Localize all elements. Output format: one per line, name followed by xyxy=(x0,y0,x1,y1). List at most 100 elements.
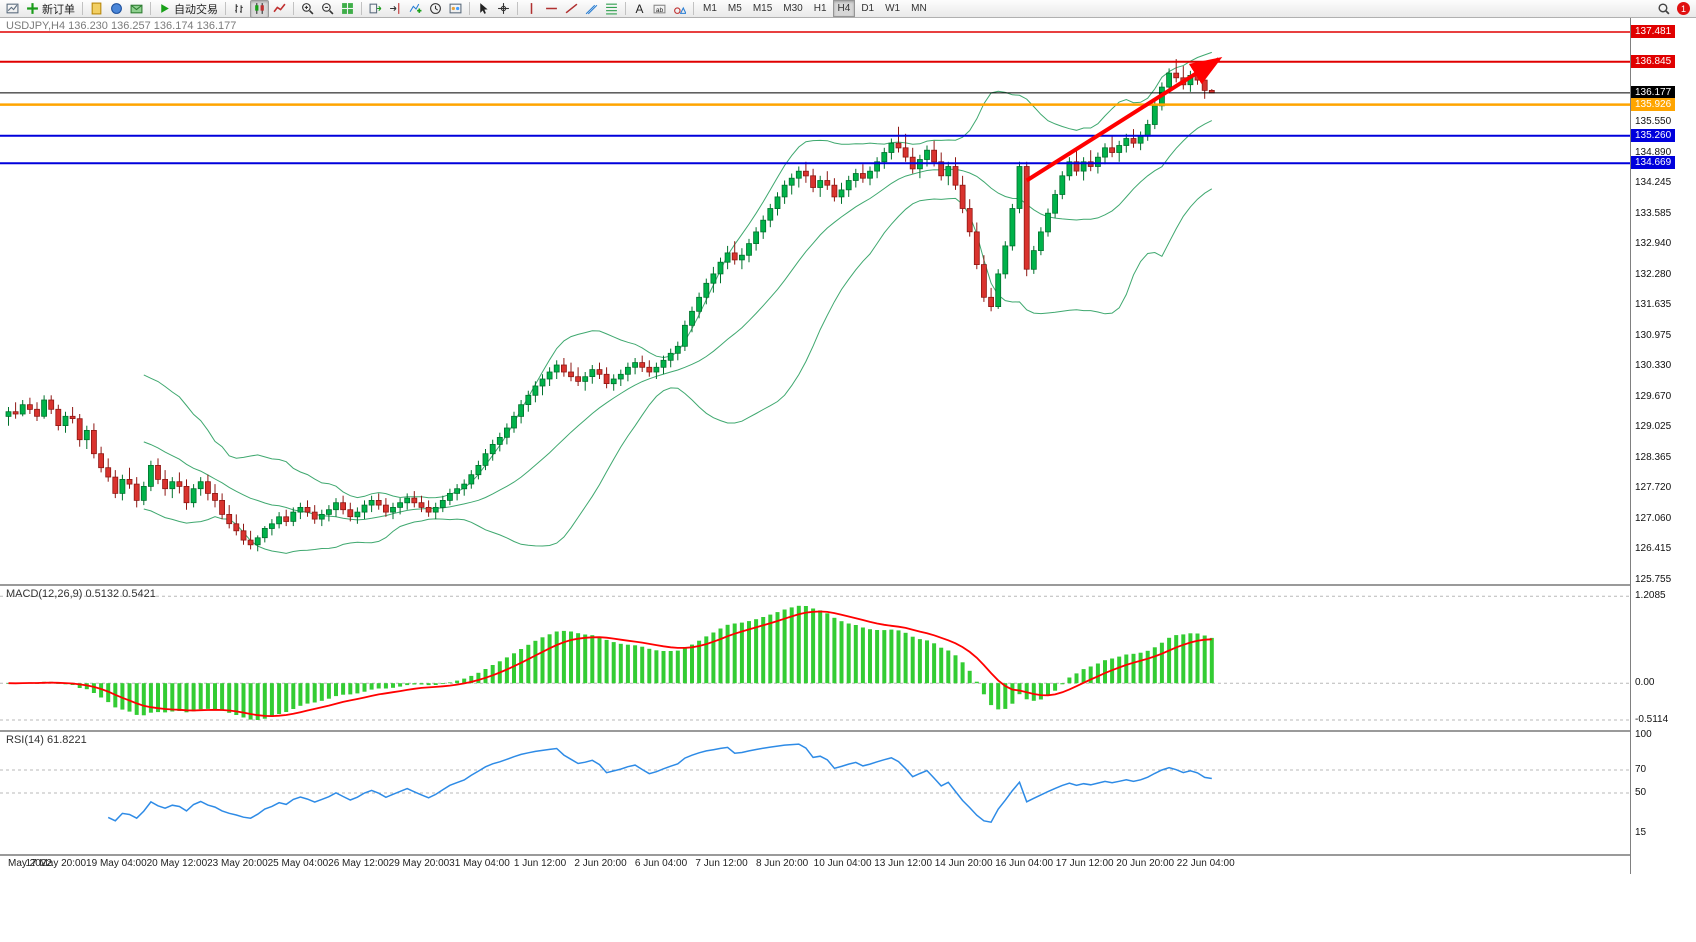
timeframe-h4-button[interactable]: H4 xyxy=(832,0,856,17)
time-axis-label: 14 Jun 20:00 xyxy=(934,858,993,869)
line-chart-button[interactable] xyxy=(270,0,289,18)
time-axis-label: 6 Jun 04:00 xyxy=(634,858,688,869)
axis-scale-label: 100 xyxy=(1635,729,1652,741)
rsi-levels xyxy=(0,769,1630,794)
price-line-badge: 135.260 xyxy=(1631,128,1676,142)
text-button[interactable]: A xyxy=(630,0,649,18)
crosshair-icon xyxy=(497,2,510,15)
timeframe-w1-button[interactable]: W1 xyxy=(885,3,901,14)
time-axis-label: 26 May 12:00 xyxy=(328,858,389,869)
macd-label: MACD(12,26,9) 0.5132 0.5421 xyxy=(6,588,156,600)
axis-scale-label: 50 xyxy=(1635,787,1647,798)
panel-divider xyxy=(0,854,1696,856)
rsi-line xyxy=(107,743,1212,824)
time-axis-label: 20 Jun 20:00 xyxy=(1116,858,1175,869)
timeframe-d1-button[interactable]: D1 xyxy=(861,3,875,14)
auto-scroll-button[interactable] xyxy=(366,0,385,18)
zoom-in-button[interactable] xyxy=(298,0,317,18)
price-axis-column[interactable]: 135.550 134.890 134.245 133.585 132.940 132.2… xyxy=(1630,18,1696,874)
horizontal-line-button[interactable] xyxy=(542,0,561,18)
panel-divider[interactable] xyxy=(0,730,1696,732)
zoom-in-icon xyxy=(301,2,314,15)
axis-scale-label: 129.670 xyxy=(1635,390,1672,402)
price-chart-panel[interactable]: USDJPY,H4 136.230 136.257 136.174 136.17… xyxy=(0,18,1630,584)
market-watch-button[interactable] xyxy=(107,0,126,18)
zoom-out-icon xyxy=(321,2,334,15)
macd-histogram xyxy=(6,605,1214,720)
axis-scale-label: 1.2085 xyxy=(1635,590,1666,602)
play-green-icon xyxy=(158,2,171,15)
axis-scale-label: 131.635 xyxy=(1635,298,1672,310)
tile-windows-button[interactable] xyxy=(338,0,357,18)
shapes-icon xyxy=(673,2,686,15)
axis-scale-label: 127.060 xyxy=(1635,512,1672,524)
timeframe-m15-button[interactable]: M15 xyxy=(752,3,773,14)
time-axis-label: 29 May 20:00 xyxy=(388,858,450,869)
notification-badge[interactable]: 1 xyxy=(1677,2,1690,15)
auto-trading-button[interactable]: 自动交易 xyxy=(155,0,221,18)
timeframe-m1-button[interactable]: M1 xyxy=(703,3,717,14)
trend-arrow[interactable] xyxy=(1025,56,1223,183)
toolbar-separator xyxy=(293,2,294,15)
macd-svg xyxy=(0,595,1630,721)
new-order-button-label: 新订单 xyxy=(42,3,75,16)
channel-button[interactable] xyxy=(582,0,601,18)
chart-shift-button[interactable] xyxy=(386,0,405,18)
chart-window-icon xyxy=(6,2,19,15)
axis-scale-label: 70 xyxy=(1635,763,1647,775)
time-axis[interactable]: May 2022 17 May 20:00 19 May 04:00 20 May 1… xyxy=(0,856,1630,874)
timeframe-mn-button[interactable]: MN xyxy=(911,3,927,14)
time-axis-label: 1 Jun 12:00 xyxy=(513,858,567,869)
rsi-svg xyxy=(0,743,1630,824)
plus-green-icon xyxy=(26,2,39,15)
toolbar-separator xyxy=(361,2,362,15)
indicators-button[interactable] xyxy=(406,0,425,18)
axis-scale-label: 0.00 xyxy=(1635,677,1655,689)
data-window-button[interactable] xyxy=(127,0,146,18)
toolbar-separator xyxy=(625,2,626,15)
charts-window-button[interactable] xyxy=(3,0,22,18)
cursor-icon xyxy=(477,2,490,15)
clock-icon xyxy=(429,2,442,15)
hline-icon xyxy=(545,2,558,15)
arrows-button[interactable] xyxy=(670,0,689,18)
axis-scale-label: -0.5114 xyxy=(1635,714,1669,726)
vertical-line-button[interactable] xyxy=(522,0,541,18)
panel-divider[interactable] xyxy=(0,584,1696,586)
periods-button[interactable] xyxy=(426,0,445,18)
price-line-badge: 135.926 xyxy=(1631,97,1676,111)
indicator-add-icon xyxy=(409,2,422,15)
trendline-button[interactable] xyxy=(562,0,581,18)
rsi-label: RSI(14) 61.8221 xyxy=(6,734,87,746)
svg-text:A: A xyxy=(636,2,644,15)
bar-chart-button[interactable] xyxy=(230,0,249,18)
rsi-panel[interactable]: RSI(14) 61.8221 xyxy=(0,732,1630,854)
new-order-button[interactable]: 新订单 xyxy=(23,0,78,18)
zoom-out-button[interactable] xyxy=(318,0,337,18)
chart-ohlc-title: USDJPY,H4 136.230 136.257 136.174 136.17… xyxy=(6,20,237,32)
crosshair-button[interactable] xyxy=(494,0,513,18)
time-axis-label: 2 Jun 20:00 xyxy=(574,858,627,869)
cursor-button[interactable] xyxy=(474,0,493,18)
time-axis-label: 19 May 04:00 xyxy=(86,858,147,869)
metaeditor-button[interactable] xyxy=(87,0,106,18)
candles-series xyxy=(5,59,1215,552)
time-axis-label: May 2022 xyxy=(8,858,52,869)
text-label-button[interactable]: ab xyxy=(650,0,669,18)
search-button[interactable] xyxy=(1654,0,1673,18)
time-axis-label: 17 Jun 12:00 xyxy=(1055,858,1114,869)
horizontal-level-lines[interactable] xyxy=(0,31,1630,165)
chart-shift-icon xyxy=(389,2,402,15)
timeframe-h1-button[interactable]: H1 xyxy=(813,3,827,14)
time-axis-label: 31 May 04:00 xyxy=(449,858,510,869)
axis-scale-label: 132.940 xyxy=(1635,238,1672,250)
templates-button[interactable] xyxy=(446,0,465,18)
macd-panel[interactable]: MACD(12,26,9) 0.5132 0.5421 xyxy=(0,586,1630,730)
fibonacci-button[interactable] xyxy=(602,0,621,18)
fibo-icon xyxy=(605,2,618,15)
toolbar-separator xyxy=(150,2,151,15)
timeframe-m5-button[interactable]: M5 xyxy=(727,3,742,14)
timeframe-m30-button[interactable]: M30 xyxy=(783,3,803,14)
candlestick-chart-button[interactable] xyxy=(250,0,269,18)
